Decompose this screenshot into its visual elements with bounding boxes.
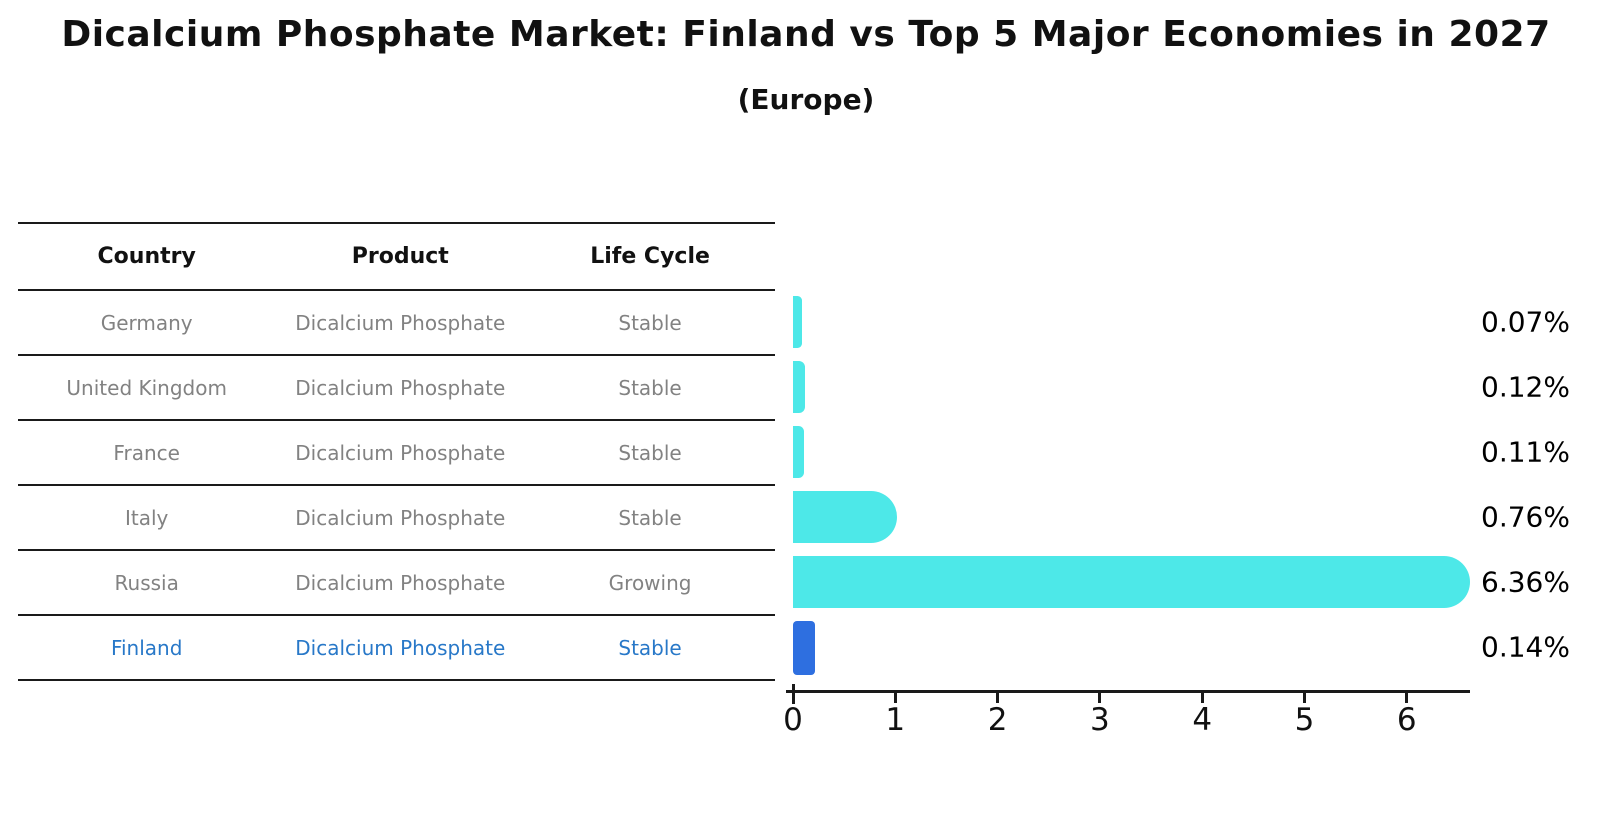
- x-tick-label: 5: [1294, 702, 1315, 738]
- x-tick-mark: [996, 692, 1000, 703]
- value-label: 0.11%: [1481, 435, 1570, 468]
- x-tick-label: 3: [1090, 702, 1110, 738]
- bar-italy: [793, 490, 897, 543]
- chart-title: Dicalcium Phosphate Market: Finland vs T…: [61, 14, 1551, 55]
- table-row: France Dicalcium Phosphate Stable: [18, 421, 775, 486]
- x-axis-line: [786, 690, 1470, 693]
- x-tick-label: 4: [1192, 702, 1213, 738]
- value-label: 0.14%: [1481, 630, 1570, 663]
- cell-product: Dicalcium Phosphate: [295, 570, 506, 595]
- column-header-product: Product: [351, 244, 449, 269]
- x-tick-label: 0: [783, 702, 803, 738]
- cell-product: Dicalcium Phosphate: [295, 375, 506, 400]
- x-tick-mark: [1098, 692, 1102, 703]
- cell-country: Russia: [114, 570, 179, 595]
- cell-product: Dicalcium Phosphate: [295, 440, 506, 465]
- table-header-row: Country Product Life Cycle: [18, 224, 775, 291]
- x-tick-label: 2: [987, 702, 1008, 738]
- table-row: Italy Dicalcium Phosphate Stable: [18, 486, 775, 551]
- x-tick-mark: [1200, 692, 1204, 703]
- table-row: Germany Dicalcium Phosphate Stable: [18, 291, 775, 356]
- chart-subtitle: (Europe): [737, 83, 875, 116]
- x-tick-label: 6: [1396, 702, 1417, 738]
- table-row: Russia Dicalcium Phosphate Growing: [18, 551, 775, 616]
- x-tick-mark: [791, 684, 795, 704]
- bar-germany: [793, 295, 802, 348]
- bar-france: [793, 425, 805, 478]
- cell-life-cycle: Stable: [618, 505, 682, 530]
- cell-life-cycle: Stable: [618, 440, 682, 465]
- x-tick-mark: [893, 692, 897, 703]
- bar-russia: [793, 555, 1470, 608]
- cell-country: United Kingdom: [66, 375, 227, 400]
- x-tick-label: 1: [885, 702, 906, 738]
- value-label: 0.12%: [1481, 370, 1570, 403]
- table-row: United Kingdom Dicalcium Phosphate Stabl…: [18, 356, 775, 421]
- value-label: 0.76%: [1481, 500, 1570, 533]
- cell-product: Dicalcium Phosphate: [295, 505, 506, 530]
- table-row-finland-highlight: Finland Dicalcium Phosphate Stable: [18, 616, 775, 681]
- cell-country: France: [113, 440, 180, 465]
- cell-product: Dicalcium Phosphate: [295, 635, 506, 660]
- cell-country: Italy: [124, 505, 169, 530]
- cell-product: Dicalcium Phosphate: [295, 310, 506, 335]
- value-label: 0.07%: [1481, 305, 1570, 338]
- value-label: 6.36%: [1481, 565, 1570, 598]
- cell-life-cycle: Stable: [618, 635, 682, 660]
- bar-finland-highlight: [793, 620, 816, 675]
- column-header-life-cycle: Life Cycle: [590, 244, 710, 269]
- column-header-country: Country: [97, 244, 196, 269]
- bar-united-kingdom: [793, 360, 806, 413]
- country-table: Country Product Life Cycle Germany Dical…: [18, 222, 775, 681]
- cell-life-cycle: Growing: [608, 570, 692, 595]
- cell-life-cycle: Stable: [618, 310, 682, 335]
- cell-country: Germany: [100, 310, 193, 335]
- x-tick-mark: [1303, 692, 1306, 703]
- cell-life-cycle: Stable: [618, 375, 682, 400]
- cell-country: Finland: [110, 635, 183, 660]
- x-tick-mark: [1405, 692, 1409, 703]
